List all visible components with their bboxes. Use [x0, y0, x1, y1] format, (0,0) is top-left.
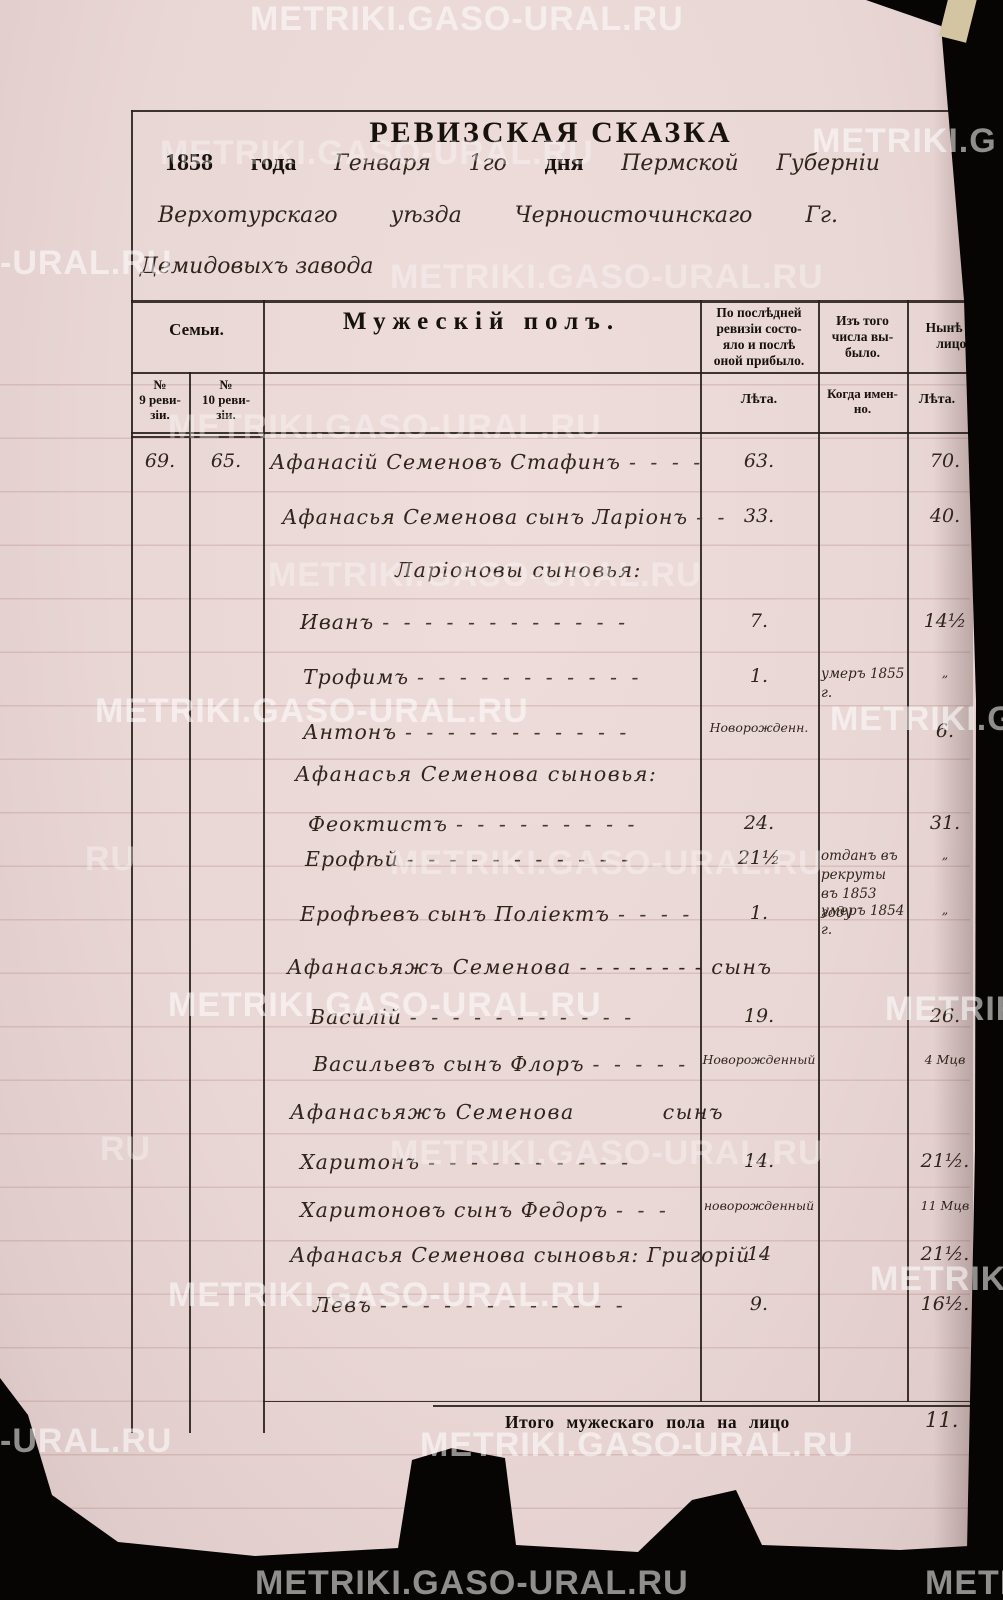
watermark-text: RU: [100, 1130, 152, 1168]
watermark-text: METRIKI.GASO-URAL.RU: [390, 844, 824, 882]
watermark-text: METRIKI.GASO-URAL.RU: [168, 1276, 602, 1314]
watermark-text: METRIKI.GASO-URAL.RU: [168, 986, 602, 1024]
watermark-text: METRIKI.GASO-URAL.RU: [420, 1426, 854, 1464]
watermark-text: METRIKI.GASO-URAL.RU: [95, 692, 529, 730]
watermark-text: METRIKI: [885, 990, 1003, 1028]
watermark-text: METRIKI.GASO-URAL.RU: [390, 1134, 824, 1172]
watermark-text: METRIKI.GASO-URAL.RU: [255, 1564, 689, 1600]
watermark-text: -URAL.RU: [0, 1422, 173, 1460]
watermark-text: METRIKI.GASO-URAL.RU: [268, 556, 702, 594]
watermark-text: METRIKI.G: [870, 1260, 1003, 1298]
watermark-text: METRIKI.G: [812, 122, 997, 160]
watermark-text: METRIKI.GASO-URAL.RU: [168, 408, 602, 446]
watermark-text: RU: [85, 840, 137, 878]
watermark-text: METRIKI.G: [925, 1564, 1003, 1600]
watermark-text: -URAL.RU: [0, 244, 173, 282]
watermark-text: METRIKI.GASO-URAL.RU: [390, 258, 824, 296]
watermark-text: METRIKI.GASO-URAL.RU: [160, 134, 594, 172]
watermark-text: METRIKI.GASO-URAL.RU: [250, 0, 684, 38]
watermark-text: METRIKI.G: [830, 700, 1003, 738]
